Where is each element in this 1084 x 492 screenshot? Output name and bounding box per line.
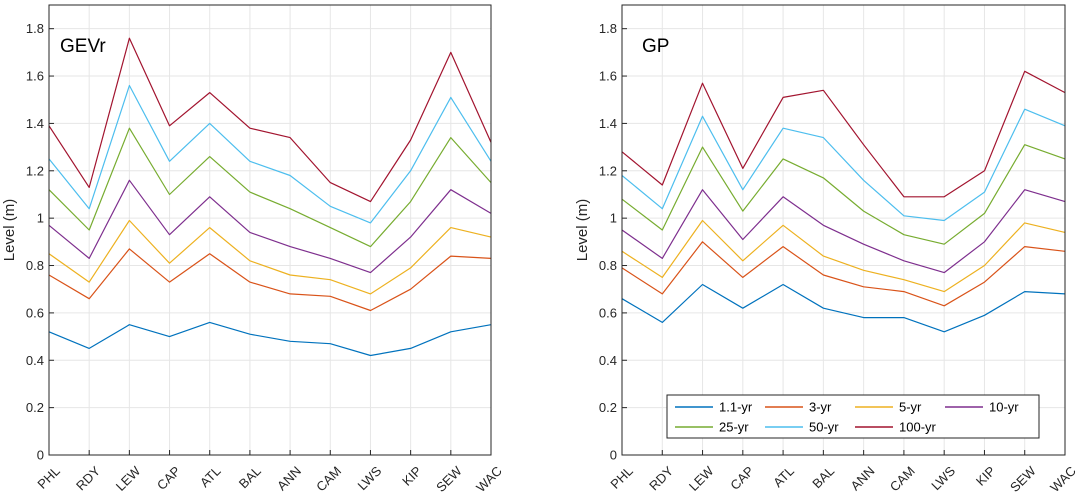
axes-box-gevr (48, 4, 492, 456)
ytick-label: 1.2 (599, 163, 617, 178)
panel-title-gevr: GEVr (60, 36, 106, 57)
legend-entry: 10-yr (945, 400, 1019, 415)
xtick-label: CAP (727, 463, 757, 492)
ytick-label: 0.2 (26, 400, 44, 415)
ytick-label: 0 (37, 448, 44, 463)
grid-gevr (48, 5, 492, 456)
ytick-label: 0.4 (599, 353, 617, 368)
series-gp (621, 70, 1066, 333)
series-line-50-yr (48, 84, 492, 224)
xtick-label: LEW (686, 463, 717, 492)
legend-entry: 5-yr (855, 400, 922, 415)
grid-gp (621, 5, 1066, 456)
ytick-label: 0 (610, 448, 617, 463)
xtick-label: LEW (113, 463, 144, 492)
xtick-label: KIP (399, 463, 424, 488)
xtick-label: CAM (887, 463, 918, 492)
axes-box-gp (621, 4, 1066, 456)
legend-label: 5-yr (899, 400, 922, 415)
panel-title-gp: GP (642, 36, 669, 57)
ticks-gp (621, 28, 1066, 456)
xtick-label: SEW (1007, 463, 1039, 492)
xtick-label: WAC (1047, 463, 1079, 492)
ytick-label: 0.8 (599, 258, 617, 273)
ytick-label: 1.8 (26, 21, 44, 36)
xtick-label: BAL (809, 463, 837, 491)
series-line-50-yr (621, 108, 1066, 222)
chart-gp: 0 0.2 0.4 0.6 0.8 1 1.2 1.4 1.6 1.8 PHL … (574, 4, 1079, 492)
legend-label: 50-yr (809, 420, 839, 435)
ticks-gevr (48, 28, 492, 456)
legend-label: 10-yr (989, 400, 1019, 415)
series-line-5-yr (621, 219, 1066, 293)
legend-entry: 100-yr (855, 420, 937, 435)
ytick-label: 1 (610, 211, 617, 226)
series-line-100-yr (621, 70, 1066, 198)
ytick-label: 1.2 (26, 163, 44, 178)
chart-gevr: 0 0.2 0.4 0.6 0.8 1 1.2 1.4 1.6 1.8 PHL … (1, 4, 505, 492)
series-line-10-yr (621, 189, 1066, 274)
series-line-25-yr (621, 144, 1066, 245)
series-line-100-yr (48, 37, 492, 203)
xtick-label: BAL (236, 463, 264, 491)
y-axis-label: Level (m) (1, 199, 18, 262)
series-line-3-yr (621, 241, 1066, 307)
xtick-label: RDY (646, 463, 676, 492)
xtick-label: ATL (770, 463, 797, 490)
xtick-label: KIP (973, 463, 998, 488)
series-line-3-yr (48, 248, 492, 312)
ytick-label: 0.2 (599, 400, 617, 415)
legend-label: 100-yr (899, 420, 937, 435)
legend-entry: 25-yr (675, 420, 749, 435)
xtick-label: ATL (197, 463, 224, 490)
legend: 1.1-yr 3-yr 5-yr 10-yr 25-yr 50-yr (666, 394, 1040, 439)
ytick-label: 1.8 (599, 21, 617, 36)
legend-label: 25-yr (719, 420, 749, 435)
ytick-label: 0.4 (26, 353, 44, 368)
legend-box (666, 394, 1040, 439)
ytick-label: 1.6 (26, 69, 44, 84)
xtick-label: ANN (274, 463, 304, 492)
ytick-label: 0.6 (26, 305, 44, 320)
xtick-label: WAC (473, 463, 505, 492)
series-line-10-yr (48, 179, 492, 274)
legend-label: 1.1-yr (719, 400, 753, 415)
series-line-25-yr (48, 127, 492, 248)
legend-entry: 3-yr (765, 400, 832, 415)
y-axis-label: Level (m) (574, 199, 591, 262)
legend-label: 3-yr (809, 400, 832, 415)
ytick-label: 1 (37, 211, 44, 226)
xtick-label: ANN (848, 463, 878, 492)
ytick-label: 1.4 (26, 116, 44, 131)
ytick-label: 0.8 (26, 258, 44, 273)
xtick-label: LWS (928, 463, 958, 492)
xtick-label: LWS (355, 463, 385, 492)
ytick-label: 1.6 (599, 69, 617, 84)
legend-entry: 1.1-yr (675, 400, 753, 415)
xtick-label: CAP (154, 463, 184, 492)
series-line-1.1-yr (48, 321, 492, 357)
series-line-5-yr (48, 219, 492, 295)
series-line-1.1-yr (621, 283, 1066, 333)
xtick-label: CAM (313, 463, 344, 492)
xtick-label: SEW (433, 463, 465, 492)
xtick-label: PHL (34, 463, 62, 491)
legend-entry: 50-yr (765, 420, 839, 435)
ytick-label: 0.6 (599, 305, 617, 320)
xtick-label: PHL (607, 463, 635, 491)
ytick-label: 1.4 (599, 116, 617, 131)
series-gevr (48, 37, 492, 357)
xtick-label: RDY (73, 463, 103, 492)
